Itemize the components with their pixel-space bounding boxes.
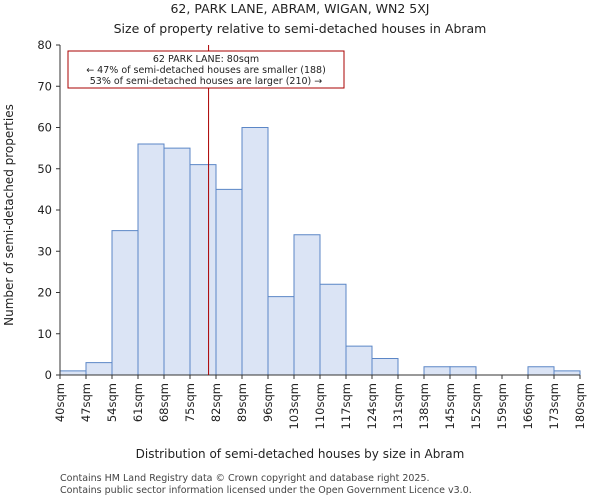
x-tick-label: 54sqm	[105, 383, 119, 422]
histogram-bar	[345, 345, 373, 376]
x-tick-label: 173sqm	[547, 383, 561, 429]
x-tick-label: 47sqm	[79, 383, 93, 422]
chart-subtitle: Size of property relative to semi-detach…	[114, 21, 487, 36]
histogram-bar	[553, 370, 581, 376]
x-tick-label: 138sqm	[417, 383, 431, 429]
histogram-bar	[241, 127, 269, 376]
chart-title: 62, PARK LANE, ABRAM, WIGAN, WN2 5XJ	[170, 1, 429, 16]
y-tick-label: 30	[37, 244, 52, 258]
y-axis-label: Number of semi-detached properties	[2, 104, 16, 326]
x-tick-label: 124sqm	[365, 383, 379, 429]
histogram-bar	[423, 366, 451, 376]
footer-line-2: Contains public sector information licen…	[60, 485, 472, 496]
y-tick-label: 50	[37, 162, 52, 176]
annotation-line-2: ← 47% of semi-detached houses are smalle…	[86, 65, 326, 76]
x-tick-label: 61sqm	[131, 383, 145, 422]
x-tick-label: 40sqm	[53, 383, 67, 422]
y-tick-label: 80	[37, 38, 52, 52]
histogram-bar	[137, 143, 165, 376]
y-tick-label: 60	[37, 121, 52, 135]
x-tick-label: 117sqm	[339, 383, 353, 429]
x-tick-label: 180sqm	[573, 383, 587, 429]
histogram-bar	[189, 164, 217, 376]
annotation-line-1: 62 PARK LANE: 80sqm	[153, 54, 259, 65]
footer-line-1: Contains HM Land Registry data © Crown c…	[60, 473, 430, 484]
histogram-bar	[319, 283, 347, 376]
y-axis-ticks: 0 10 20 30 40 50 60 70 80	[37, 38, 60, 382]
y-tick-label: 40	[37, 203, 52, 217]
bars-group	[59, 127, 581, 376]
histogram-bar	[449, 366, 477, 376]
y-tick-label: 70	[37, 79, 52, 93]
x-tick-label: 159sqm	[495, 383, 509, 429]
histogram-bar	[215, 188, 243, 376]
x-tick-label: 110sqm	[313, 383, 327, 429]
x-axis-label: Distribution of semi-detached houses by …	[136, 447, 465, 461]
y-tick-label: 0	[45, 368, 52, 382]
x-axis-ticks: 40sqm 47sqm 54sqm 61sqm 68sqm 75sqm 82sqm 89sqm…	[53, 375, 587, 429]
x-tick-label: 145sqm	[443, 383, 457, 429]
histogram-bar	[59, 370, 87, 376]
histogram-bar	[293, 234, 321, 376]
histogram-bar	[527, 366, 555, 376]
histogram-bar	[85, 362, 113, 376]
x-tick-label: 75sqm	[183, 383, 197, 422]
annotation-box: 62 PARK LANE: 80sqm ← 47% of semi-detach…	[67, 50, 345, 89]
x-tick-label: 166sqm	[521, 383, 535, 429]
x-tick-label: 131sqm	[391, 383, 405, 429]
x-tick-label: 152sqm	[469, 383, 483, 429]
x-tick-label: 68sqm	[157, 383, 171, 422]
y-tick-label: 10	[37, 327, 52, 341]
histogram-bar	[371, 358, 399, 376]
x-tick-label: 103sqm	[287, 383, 301, 429]
y-tick-label: 20	[37, 286, 52, 300]
histogram-bar	[267, 296, 295, 376]
x-tick-label: 96sqm	[261, 383, 275, 422]
annotation-frame	[67, 50, 345, 89]
x-tick-label: 82sqm	[209, 383, 223, 422]
x-tick-label: 89sqm	[235, 383, 249, 422]
annotation-line-3: 53% of semi-detached houses are larger (…	[90, 76, 323, 87]
histogram-bar	[111, 230, 139, 376]
histogram-bar	[163, 147, 191, 376]
